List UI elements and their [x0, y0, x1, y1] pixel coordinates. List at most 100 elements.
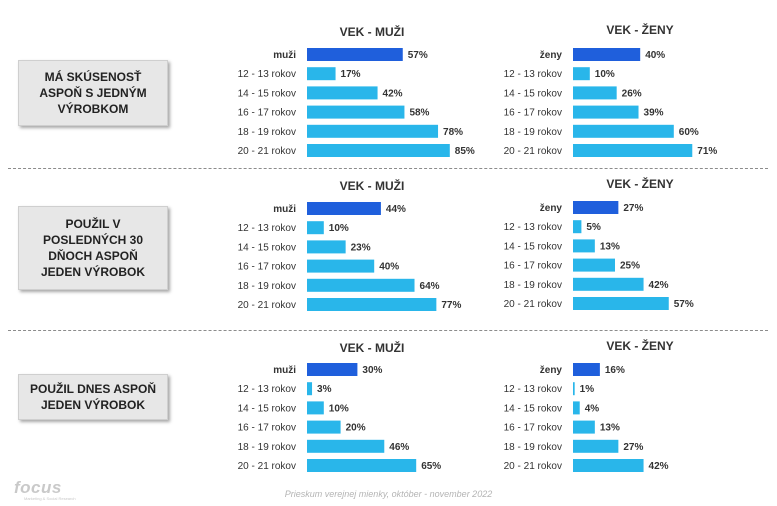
chart-title-3: VEK - MUŽI — [340, 178, 405, 193]
footer-note: Prieskum verejnej mienky, október - nove… — [284, 489, 493, 499]
category-label: 18 - 19 rokov — [504, 442, 562, 453]
bar — [573, 363, 600, 376]
data-label: 57% — [674, 299, 694, 310]
category-label: 14 - 15 rokov — [238, 403, 296, 414]
bar — [307, 86, 378, 100]
category-label: 16 - 17 rokov — [238, 262, 296, 273]
category-label: 20 - 21 rokov — [504, 146, 562, 157]
category-label: 20 - 21 rokov — [504, 299, 562, 310]
chart-title-4: VEK - ŽENY — [606, 176, 673, 191]
bar — [573, 220, 582, 234]
chart-title-2: VEK - ŽENY — [606, 22, 673, 37]
bar — [573, 258, 615, 272]
bar — [573, 201, 619, 214]
question-label-2: POUŽIL V POSLEDNÝCH 30 DŇOCH ASPOŇ JEDEN… — [18, 206, 168, 290]
category-label: ženy — [540, 203, 563, 214]
data-label: 10% — [329, 403, 349, 414]
bar — [307, 363, 358, 376]
bar — [307, 124, 439, 138]
section-divider-2 — [8, 330, 768, 331]
category-label: ženy — [540, 365, 563, 376]
category-label: ženy — [540, 50, 563, 61]
bar — [573, 439, 619, 453]
question-label-1: MÁ SKÚSENOSŤ ASPOŇ S JEDNÝM VÝROBKOM — [18, 60, 168, 126]
category-label: 14 - 15 rokov — [504, 403, 562, 414]
bar — [307, 240, 346, 254]
category-label: 12 - 13 rokov — [238, 69, 296, 80]
data-label: 65% — [421, 461, 441, 472]
data-label: 42% — [383, 88, 403, 99]
bar — [307, 48, 403, 61]
bar — [307, 67, 336, 81]
category-label: 16 - 17 rokov — [238, 108, 296, 119]
bar — [307, 459, 417, 472]
category-label: 18 - 19 rokov — [504, 280, 562, 291]
bar — [573, 48, 641, 61]
category-label: 16 - 17 rokov — [504, 423, 562, 434]
data-label: 10% — [595, 69, 615, 80]
data-label: 1% — [580, 384, 595, 395]
data-label: 27% — [623, 442, 643, 453]
category-label: 14 - 15 rokov — [504, 241, 562, 252]
chart-title-1: VEK - MUŽI — [340, 24, 405, 39]
bar — [307, 439, 385, 453]
bar — [573, 124, 674, 138]
category-label: 12 - 13 rokov — [504, 384, 562, 395]
bar — [307, 259, 375, 273]
data-label: 57% — [408, 50, 428, 61]
category-label: muži — [273, 204, 296, 215]
bar — [573, 382, 575, 396]
data-label: 44% — [386, 204, 406, 215]
category-label: 16 - 17 rokov — [504, 261, 562, 272]
category-label: 18 - 19 rokov — [238, 442, 296, 453]
bar — [307, 144, 450, 157]
data-label: 16% — [605, 365, 625, 376]
data-label: 42% — [649, 280, 669, 291]
data-label: 27% — [623, 203, 643, 214]
data-label: 58% — [409, 108, 429, 119]
category-label: 18 - 19 rokov — [238, 281, 296, 292]
bar — [573, 420, 595, 434]
bar — [573, 401, 580, 415]
data-label: 42% — [649, 461, 669, 472]
bar — [573, 277, 644, 291]
bar — [573, 297, 669, 310]
bar — [307, 401, 324, 415]
bar — [307, 202, 381, 215]
data-label: 77% — [441, 300, 461, 311]
bar — [307, 420, 341, 434]
data-label: 39% — [644, 108, 664, 119]
bar — [307, 298, 437, 311]
data-label: 71% — [697, 146, 717, 157]
bar — [307, 105, 405, 119]
data-label: 40% — [645, 50, 665, 61]
data-label: 78% — [443, 127, 463, 138]
bar — [307, 382, 313, 396]
bar — [307, 221, 324, 235]
data-label: 60% — [679, 127, 699, 138]
category-label: muži — [273, 50, 296, 61]
data-label: 25% — [620, 261, 640, 272]
bar — [573, 105, 639, 119]
category-label: 12 - 13 rokov — [504, 222, 562, 233]
bar — [573, 239, 595, 253]
chart-title-5: VEK - MUŽI — [340, 340, 405, 355]
category-label: 20 - 21 rokov — [238, 146, 296, 157]
bar — [307, 278, 415, 292]
data-label: 13% — [600, 241, 620, 252]
bar — [573, 67, 590, 81]
data-label: 5% — [586, 222, 601, 233]
data-label: 30% — [362, 365, 382, 376]
category-label: muži — [273, 365, 296, 376]
logo: focus — [14, 478, 62, 497]
category-label: 14 - 15 rokov — [238, 242, 296, 253]
bar — [573, 86, 617, 100]
data-label: 23% — [351, 242, 371, 253]
data-label: 10% — [329, 223, 349, 234]
category-label: 14 - 15 rokov — [238, 88, 296, 99]
data-label: 85% — [455, 146, 475, 157]
logo-subtitle: Marketing & Social Research — [24, 496, 76, 501]
data-label: 64% — [420, 281, 440, 292]
question-label-3: POUŽIL DNES ASPOŇ JEDEN VÝROBOK — [18, 374, 168, 420]
category-label: 20 - 21 rokov — [238, 461, 296, 472]
